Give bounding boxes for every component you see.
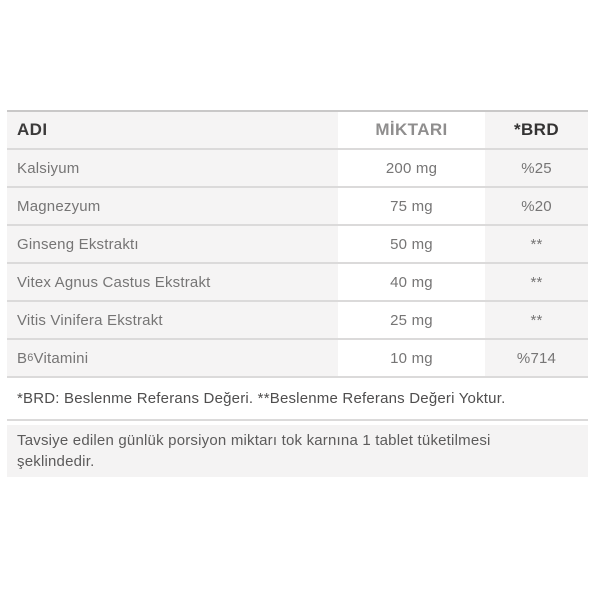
spacer bbox=[7, 421, 588, 425]
table-header-row: ADI MİKTARI *BRD bbox=[7, 112, 588, 150]
footnote-row: *BRD: Beslenme Referans Değeri. **Beslen… bbox=[7, 378, 588, 421]
row-amount: 75 mg bbox=[338, 188, 485, 224]
row-brd: ** bbox=[530, 273, 543, 291]
usage-note-text: Tavsiye edilen günlük porsiyon miktarı t… bbox=[17, 432, 491, 470]
row-name: Ginseng Ekstraktı bbox=[17, 235, 139, 253]
row-amount: 10 mg bbox=[338, 340, 485, 376]
row-amount: 25 mg bbox=[338, 302, 485, 338]
usage-note-box: Tavsiye edilen günlük porsiyon miktarı t… bbox=[7, 425, 588, 477]
row-amount: 200 mg bbox=[338, 150, 485, 186]
row-amount: 40 mg bbox=[338, 264, 485, 300]
row-brd: ** bbox=[530, 311, 543, 329]
table-row: Kalsiyum 200 mg %25 bbox=[7, 150, 588, 188]
supplement-facts-panel: ADI MİKTARI *BRD Kalsiyum 200 mg %25 Mag… bbox=[7, 110, 588, 477]
row-amount: 50 mg bbox=[338, 226, 485, 262]
table-body: Kalsiyum 200 mg %25 Magnezyum 75 mg %20 … bbox=[7, 150, 588, 378]
header-amount: MİKTARI bbox=[338, 112, 485, 148]
row-brd: %714 bbox=[516, 349, 557, 367]
supplement-table: ADI MİKTARI *BRD Kalsiyum 200 mg %25 Mag… bbox=[7, 110, 588, 378]
row-brd: %20 bbox=[521, 197, 552, 215]
row-name: Magnezyum bbox=[17, 197, 101, 215]
row-brd: ** bbox=[530, 235, 543, 253]
row-name: Vitis Vinifera Ekstrakt bbox=[17, 311, 163, 329]
footnote-text: *BRD: Beslenme Referans Değeri. **Beslen… bbox=[17, 390, 506, 407]
header-brd: *BRD bbox=[513, 120, 560, 139]
row-name: Kalsiyum bbox=[17, 159, 80, 177]
table-row: Magnezyum 75 mg %20 bbox=[7, 188, 588, 226]
row-name: Vitex Agnus Castus Ekstrakt bbox=[17, 273, 211, 291]
table-row: Vitex Agnus Castus Ekstrakt 40 mg ** bbox=[7, 264, 588, 302]
table-row: Ginseng Ekstraktı 50 mg ** bbox=[7, 226, 588, 264]
header-name: ADI bbox=[17, 120, 48, 139]
row-brd: %25 bbox=[521, 159, 552, 177]
table-row: Vitis Vinifera Ekstrakt 25 mg ** bbox=[7, 302, 588, 340]
